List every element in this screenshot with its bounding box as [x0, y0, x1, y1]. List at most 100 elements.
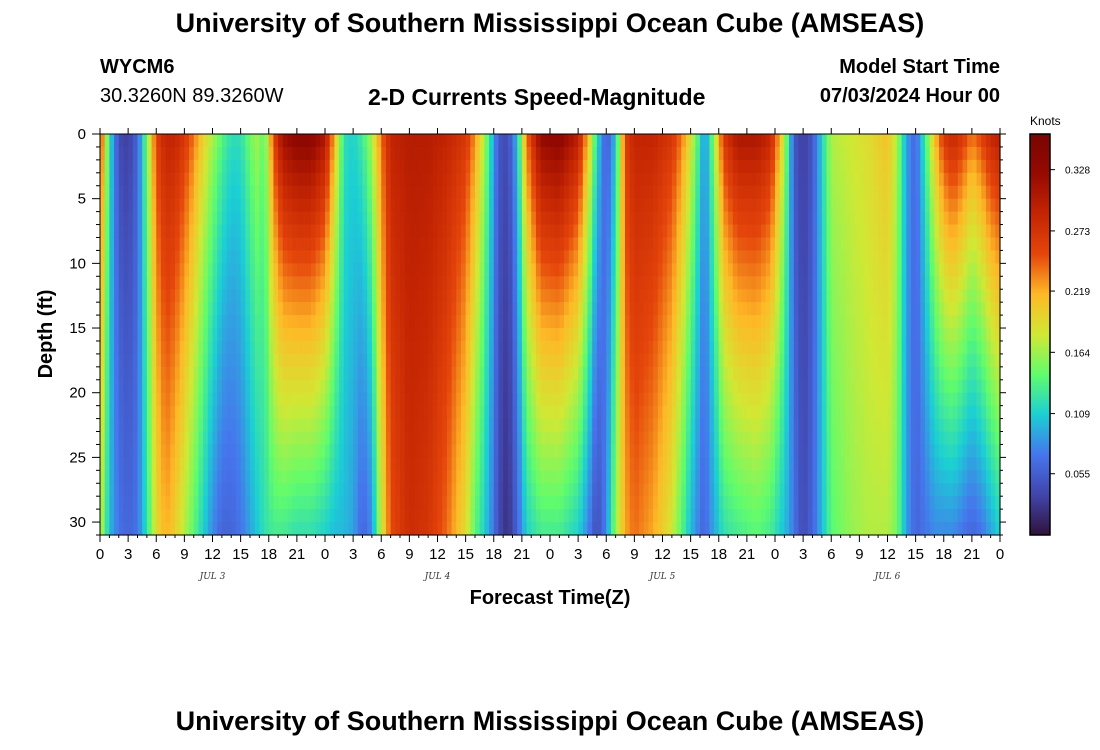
heatmap-cell [343, 522, 350, 536]
heatmap-cell [845, 522, 851, 536]
heatmap-cell [643, 470, 650, 484]
heatmap-cell [301, 198, 307, 213]
heatmap-cell [489, 289, 495, 303]
heatmap-cell [639, 353, 645, 368]
heatmap-cell [301, 263, 307, 277]
heatmap-cell [582, 470, 589, 484]
heatmap-cell [676, 366, 682, 381]
heatmap-cell [348, 392, 354, 407]
heatmap-cell [189, 185, 195, 200]
heatmap-cell [437, 159, 443, 174]
heatmap-cell [292, 328, 298, 342]
heatmap-cell [376, 496, 382, 510]
heatmap-cell [292, 418, 298, 433]
heatmap-cell [339, 431, 345, 446]
heatmap-cell [765, 172, 771, 187]
heatmap-cell [756, 509, 762, 523]
heatmap-cell [718, 457, 725, 471]
heatmap-cell [404, 444, 410, 458]
heatmap-cell [653, 302, 659, 316]
heatmap-cell [568, 185, 575, 200]
heatmap-cell [334, 444, 340, 458]
heatmap-cell [142, 366, 148, 381]
heatmap-cell [493, 509, 500, 523]
heatmap-cell [151, 483, 157, 497]
heatmap-cell [268, 496, 275, 510]
heatmap-cell [334, 172, 340, 187]
heatmap-cell [292, 263, 298, 277]
heatmap-cell [381, 522, 387, 536]
heatmap-cell [582, 315, 589, 329]
heatmap-cell [376, 185, 382, 200]
heatmap-cell [709, 405, 715, 420]
heatmap-cell [362, 366, 368, 381]
heatmap-cell [170, 366, 176, 381]
heatmap-cell [268, 237, 275, 252]
heatmap-cell [334, 276, 340, 290]
heatmap-cell [568, 470, 575, 484]
heatmap-cell [629, 496, 635, 510]
heatmap-cell [573, 496, 579, 510]
heatmap-cell [306, 444, 312, 458]
heatmap-cell [592, 237, 598, 252]
heatmap-cell [479, 522, 485, 536]
heatmap-cell [109, 276, 115, 290]
heatmap-cell [489, 315, 495, 329]
heatmap-cell [826, 509, 832, 523]
heatmap-cell [531, 379, 537, 394]
heatmap-cell [671, 340, 678, 355]
heatmap-cell [385, 159, 392, 174]
heatmap-cell [554, 457, 560, 471]
heatmap-cell [596, 457, 603, 471]
heatmap-cell [723, 457, 729, 471]
heatmap-cell [625, 483, 631, 497]
heatmap-cell [367, 431, 373, 446]
heatmap-cell [521, 172, 528, 187]
heatmap-cell [629, 263, 635, 277]
heatmap-cell [835, 276, 842, 290]
heatmap-cell [779, 431, 785, 446]
heatmap-cell [221, 172, 228, 187]
heatmap-cell [357, 289, 364, 303]
heatmap-cell [109, 431, 115, 446]
heatmap-cell [212, 483, 218, 497]
heatmap-cell [746, 185, 753, 200]
heatmap-cell [268, 392, 275, 407]
heatmap-cell [456, 302, 462, 316]
heatmap-cell [146, 159, 153, 174]
heatmap-cell [559, 366, 565, 381]
heatmap-cell [531, 146, 537, 161]
heatmap-cell [587, 457, 593, 471]
heatmap-cell [165, 392, 171, 407]
heatmap-cell [681, 379, 687, 394]
heatmap-cell [282, 185, 289, 200]
heatmap-cell [446, 366, 453, 381]
heatmap-cell [531, 289, 537, 303]
heatmap-cell [245, 418, 251, 433]
heatmap-cell [446, 263, 453, 277]
heatmap-cell [254, 315, 260, 329]
heatmap-cell [371, 366, 378, 381]
heatmap-cell [381, 509, 387, 523]
heatmap-cell [100, 457, 106, 471]
heatmap-cell [807, 263, 814, 277]
heatmap-cell [278, 405, 284, 420]
heatmap-cell [521, 250, 528, 264]
heatmap-cell [540, 237, 546, 252]
heatmap-cell [390, 159, 396, 174]
heatmap-cell [123, 470, 129, 484]
heatmap-cell [151, 392, 157, 407]
heatmap-cell [240, 431, 246, 446]
heatmap-cell [554, 224, 560, 239]
heatmap-cell [456, 457, 462, 471]
heatmap-cell [437, 483, 443, 497]
heatmap-cell [718, 431, 725, 446]
heatmap-cell [831, 328, 837, 342]
heatmap-cell [493, 366, 500, 381]
heatmap-cell [100, 185, 106, 200]
heatmap-cell [273, 328, 279, 342]
heatmap-cell [175, 392, 181, 407]
heatmap-cell [104, 366, 110, 381]
heatmap-cell [596, 392, 603, 407]
heatmap-cell [306, 392, 312, 407]
